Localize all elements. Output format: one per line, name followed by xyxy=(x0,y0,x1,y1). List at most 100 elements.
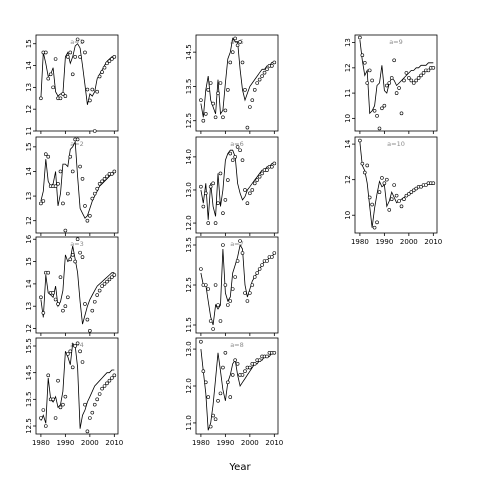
data-point xyxy=(90,410,95,415)
y-tick-label: 13.0 xyxy=(185,182,193,198)
fitted-line xyxy=(200,349,275,431)
panel-2: 12 13 14 15 a=2 xyxy=(25,136,119,236)
panel-frame xyxy=(35,236,119,334)
data-point xyxy=(358,35,362,40)
data-point xyxy=(85,87,90,92)
data-point xyxy=(112,273,117,277)
data-point xyxy=(78,55,82,59)
y-tick-label: 13 xyxy=(25,302,33,311)
data-point xyxy=(223,283,228,287)
data-point xyxy=(56,302,60,306)
data-point xyxy=(39,295,43,300)
data-point xyxy=(66,295,70,300)
data-point xyxy=(230,50,235,54)
data-point xyxy=(382,103,387,108)
data-point xyxy=(213,221,218,225)
data-point xyxy=(426,68,431,73)
data-point xyxy=(105,61,109,66)
data-point xyxy=(255,271,259,275)
data-point xyxy=(431,66,436,70)
y-tick-label: 12.5 xyxy=(25,418,33,434)
x-axis-title: Year xyxy=(228,462,251,473)
data-point xyxy=(78,164,82,169)
fitted-line xyxy=(40,342,115,429)
data-point xyxy=(107,277,112,282)
data-point xyxy=(199,267,203,271)
data-point xyxy=(240,60,245,65)
data-point xyxy=(377,126,382,131)
data-point xyxy=(95,293,99,297)
data-point xyxy=(206,88,211,92)
data-point xyxy=(252,362,257,366)
data-point xyxy=(110,57,114,61)
data-point xyxy=(419,73,423,78)
data-point xyxy=(41,199,46,203)
data-point xyxy=(238,40,242,44)
data-point xyxy=(387,208,392,212)
data-point xyxy=(56,378,60,383)
data-point xyxy=(416,76,421,80)
data-point xyxy=(51,291,55,295)
data-point xyxy=(397,86,401,90)
panel-5: 12.513.514.5a=5 xyxy=(185,34,279,134)
data-point xyxy=(88,98,92,103)
data-point xyxy=(238,148,242,153)
data-point xyxy=(421,71,426,75)
y-tick-label: 12.0 xyxy=(185,378,193,394)
data-point xyxy=(199,98,203,102)
data-point xyxy=(240,158,245,162)
x-tick-label: 2010 xyxy=(424,238,442,246)
data-point xyxy=(233,155,237,159)
y-tick-label: 15 xyxy=(25,39,33,48)
data-point xyxy=(265,67,269,72)
data-point xyxy=(265,259,269,263)
data-point xyxy=(230,373,235,377)
data-point xyxy=(243,369,247,374)
data-point xyxy=(75,341,80,346)
data-point xyxy=(228,299,233,303)
panel-frame xyxy=(354,136,438,234)
data-point xyxy=(211,327,215,331)
data-point xyxy=(260,171,264,176)
data-point xyxy=(61,201,65,206)
data-point xyxy=(245,201,250,206)
data-point xyxy=(83,402,87,407)
y-tick-label: 10 xyxy=(344,211,352,220)
data-point xyxy=(216,303,220,307)
data-point xyxy=(216,201,220,206)
data-point xyxy=(252,181,257,186)
data-point xyxy=(370,202,374,207)
data-point xyxy=(107,378,112,383)
panel-label: a=2 xyxy=(70,140,84,148)
data-point xyxy=(211,413,215,418)
data-point xyxy=(46,373,51,378)
data-point xyxy=(365,81,370,85)
data-point xyxy=(394,193,399,198)
data-point xyxy=(235,145,240,149)
x-tick-label: 1990 xyxy=(375,238,393,246)
fitted-line xyxy=(40,43,115,105)
data-point xyxy=(223,108,228,113)
data-point xyxy=(68,257,73,262)
data-point xyxy=(53,57,58,61)
fitted-line xyxy=(200,243,275,326)
data-point xyxy=(223,198,228,202)
data-point xyxy=(53,416,58,420)
fitted-line xyxy=(200,149,275,220)
panel-label: a=10 xyxy=(387,140,405,148)
y-tick-label: 12 xyxy=(344,63,352,72)
data-point xyxy=(218,81,223,85)
data-point xyxy=(213,115,218,120)
data-point xyxy=(255,81,259,85)
data-point xyxy=(213,283,218,287)
data-point xyxy=(85,317,90,322)
data-point xyxy=(83,302,87,306)
data-point xyxy=(112,169,117,174)
data-point xyxy=(63,94,68,98)
data-point xyxy=(270,255,274,259)
data-point xyxy=(97,181,102,186)
data-point xyxy=(88,328,92,333)
data-point xyxy=(201,204,206,209)
y-tick-label: 13.5 xyxy=(185,79,193,95)
data-point xyxy=(257,267,262,271)
